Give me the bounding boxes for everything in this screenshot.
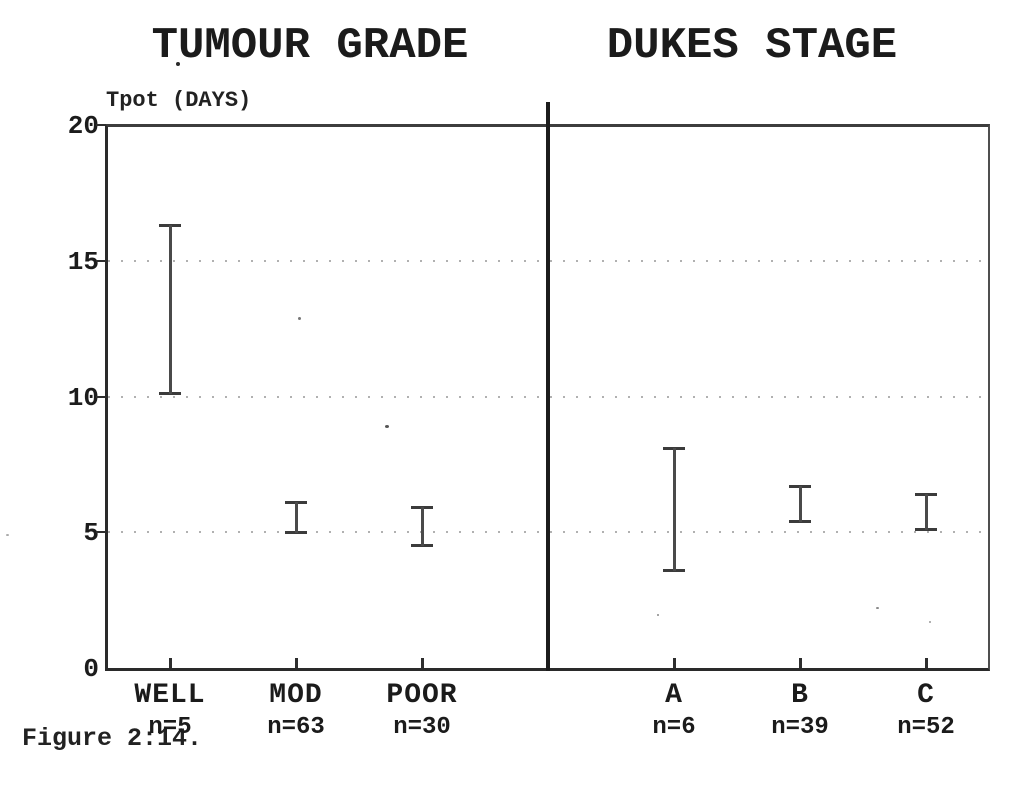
error-bar-stem [168,224,172,395]
x-tick [421,658,424,668]
scan-speckle [385,425,389,428]
y-tick [96,124,106,126]
y-axis-label: Tpot (DAYS) [106,88,252,113]
error-bar-stem [924,493,928,531]
error-bar-stem [798,485,802,522]
count-label: n=52 [897,714,955,741]
x-tick [673,658,676,668]
error-bar [411,506,433,548]
category-label: C [917,680,935,711]
count-label: n=6 [652,714,696,741]
count-label: n=39 [771,714,829,741]
y-tick [96,531,106,534]
error-bar [789,484,811,523]
error-bar [915,492,937,532]
error-bar-stem [420,507,424,547]
scan-speckle [176,62,180,66]
scan-speckle [298,317,301,320]
category-label: POOR [386,680,458,711]
panel-title-tumour-grade: TUMOUR GRADE [151,21,469,71]
scan-speckle [876,607,879,609]
error-bar [285,500,307,534]
y-tick-label: 5 [83,518,99,549]
scan-speckle [657,614,659,616]
count-label: n=30 [393,714,451,741]
y-tick-label: 10 [67,382,99,413]
category-label: A [665,680,683,711]
x-tick [925,658,928,668]
count-label: n=5 [148,714,192,741]
figure-caption: Figure 2:14. [22,724,203,753]
category-label: WELL [134,680,206,711]
category-label: MOD [269,680,323,711]
x-tick [169,658,172,668]
y-tick [96,395,106,398]
category-label: B [791,680,809,711]
error-bar-stem [672,447,676,571]
y-tick-label: 20 [67,111,99,141]
x-tick [799,658,802,668]
x-tick [295,658,298,668]
error-bar [159,223,181,396]
error-bar [663,446,685,572]
y-tick-label: 15 [67,246,99,277]
panel-title-dukes-stage: DUKES STAGE [606,21,898,71]
scan-speckle [929,621,931,623]
error-bar-stem [294,501,298,533]
y-tick [96,259,106,262]
panel-divider [546,102,550,671]
count-label: n=63 [267,714,325,741]
y-tick-label: 0 [83,654,99,684]
scan-speckle [6,534,9,536]
